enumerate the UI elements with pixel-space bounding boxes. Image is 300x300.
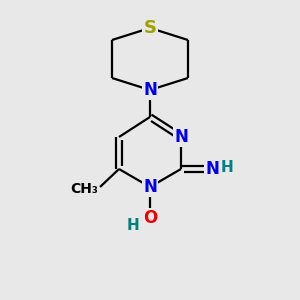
Text: O: O (143, 209, 157, 227)
Text: N: N (174, 128, 188, 146)
Text: H: H (220, 160, 233, 175)
Text: H: H (127, 218, 140, 233)
Text: N: N (143, 178, 157, 196)
Text: S: S (143, 19, 157, 37)
Text: N: N (143, 81, 157, 99)
Text: N: N (205, 160, 219, 178)
Text: CH₃: CH₃ (70, 182, 98, 196)
